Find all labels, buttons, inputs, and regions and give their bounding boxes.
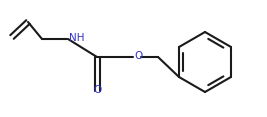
Text: NH: NH [69,33,84,43]
Text: O: O [93,85,101,95]
Text: O: O [134,51,142,61]
